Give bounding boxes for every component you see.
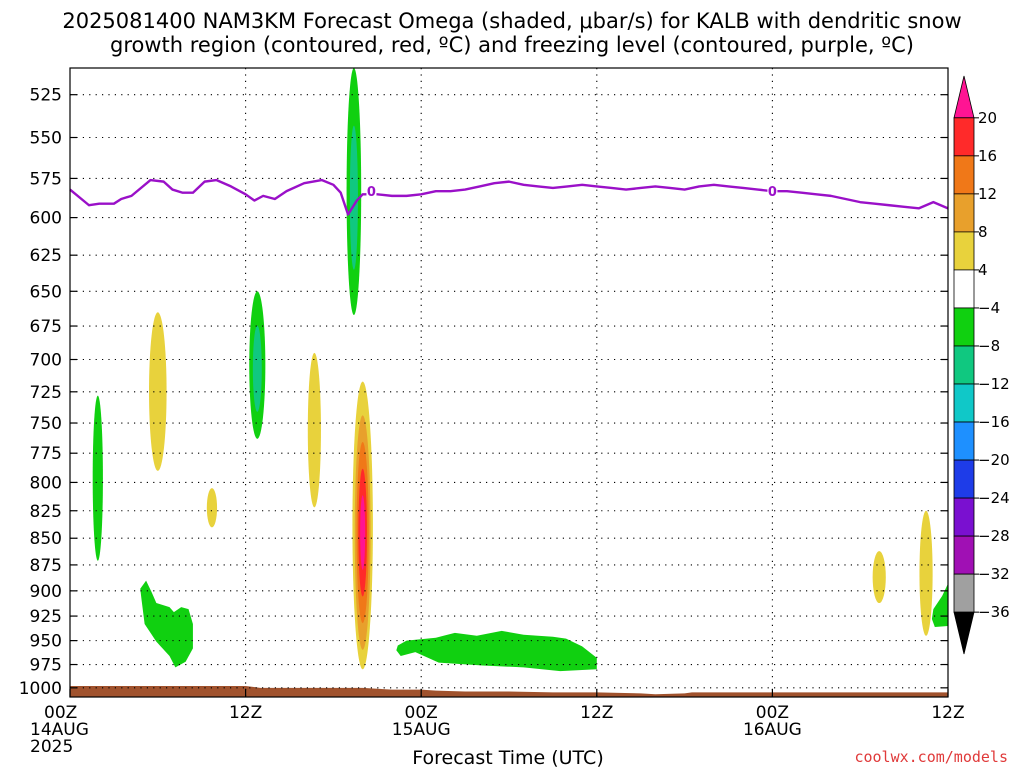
down-26z-blob-region xyxy=(396,630,597,672)
colorbar-segment xyxy=(953,497,975,537)
colorbar-tick-label: 4 xyxy=(978,261,988,279)
x-tick-label: 12Z xyxy=(229,703,262,723)
y-tick-label: 725 xyxy=(30,383,62,403)
y-tick-label: 775 xyxy=(30,444,62,464)
credit-link[interactable]: coolwx.com/models xyxy=(854,748,1008,766)
colorbar-segment xyxy=(953,535,975,575)
freezing-level-line xyxy=(69,178,949,216)
colorbar-tick-label: −32 xyxy=(978,565,1010,583)
down-19z-top-layer-1 xyxy=(349,125,358,270)
x-tick-label: 00Z xyxy=(405,703,438,723)
y-tick-label: 950 xyxy=(30,632,62,652)
x-tick-label: 14AUG xyxy=(30,720,89,740)
down-13z-region xyxy=(249,291,266,439)
colorbar-segment xyxy=(953,459,975,499)
up-58z-layer-0 xyxy=(919,510,933,636)
up-55z-layer-0 xyxy=(872,551,886,604)
colorbar-segment xyxy=(953,193,975,233)
y-tick-label: 675 xyxy=(30,317,62,337)
plot-frame xyxy=(69,67,949,698)
colorbar-segment xyxy=(953,231,975,271)
colorbar-bottom-triangle xyxy=(953,611,975,655)
y-tick-label: 1000 xyxy=(19,679,62,699)
up-55z-region xyxy=(872,551,886,604)
up-06z-region xyxy=(149,312,167,471)
down-02z-region xyxy=(92,395,103,561)
terrain-fill xyxy=(70,685,948,697)
colorbar-segment xyxy=(953,307,975,347)
colorbar-segment xyxy=(953,383,975,423)
freezing-level-label: 0 xyxy=(367,185,376,200)
up-00z-15aug-layer-4 xyxy=(360,495,366,570)
y-tick-label: 825 xyxy=(30,502,62,522)
y-tick-label: 975 xyxy=(30,656,62,676)
colorbar-segment xyxy=(953,117,975,157)
colorbar-segment xyxy=(953,421,975,461)
freezing-level-label-bg-0 xyxy=(366,182,377,199)
grid-layer xyxy=(70,68,948,697)
down-02z-layer-0 xyxy=(92,395,103,561)
colorbar-tick-label: −28 xyxy=(978,527,1010,545)
up-09z-layer-0 xyxy=(307,352,321,508)
y-tick-label: 525 xyxy=(30,86,62,106)
y-tick-label: 750 xyxy=(30,414,62,434)
x-tick-label: 16AUG xyxy=(743,720,802,740)
colorbar-tick-label: −8 xyxy=(978,337,1000,355)
x-axis-label: Forecast Time (UTC) xyxy=(412,747,603,768)
y-axis-pressure: 525 550 575 600 625 650 675 700 725 750 775 800 825 8… xyxy=(19,86,948,699)
freezing-level-label: 0 xyxy=(768,185,777,200)
up-10z-small-layer-0 xyxy=(206,488,218,528)
y-tick-label: 625 xyxy=(30,246,62,266)
colorbar-tick-label: −12 xyxy=(978,375,1010,393)
x-tick-label: 00Z xyxy=(756,703,789,723)
x-tick-label: 12Z xyxy=(580,703,613,723)
colorbar-tick-label: −20 xyxy=(978,451,1010,469)
colorbar-tick-label: 12 xyxy=(978,185,997,203)
y-tick-label: 800 xyxy=(30,473,62,493)
down-19z-top-region xyxy=(346,68,362,316)
colorbar-segment xyxy=(953,345,975,385)
colorbar-tick-label: −4 xyxy=(978,299,1000,317)
up-10z-small-region xyxy=(206,488,218,528)
x-tick-label: 15AUG xyxy=(392,720,451,740)
y-tick-label: 925 xyxy=(30,607,62,627)
colorbar-tick-label: 8 xyxy=(978,223,988,241)
colorbar-segment xyxy=(953,269,975,309)
up-06z-layer-0 xyxy=(149,312,167,471)
colorbar-tick-label: −36 xyxy=(978,603,1010,621)
y-tick-label: 700 xyxy=(30,351,62,371)
omega-shading-layer xyxy=(70,68,948,697)
up-09z-region xyxy=(307,352,321,508)
chart-title-line2: growth region (contoured, red, ºC) and f… xyxy=(110,33,914,57)
colorbar-top-triangle xyxy=(953,75,975,119)
y-tick-label: 600 xyxy=(30,209,62,229)
y-tick-label: 900 xyxy=(30,582,62,602)
up-00z-15aug-region xyxy=(352,381,373,670)
down-13z-layer-1 xyxy=(252,325,262,412)
y-tick-label: 550 xyxy=(30,129,62,149)
freezing-level-label-bg-1 xyxy=(767,182,778,199)
x-tick-label: 12Z xyxy=(931,703,964,723)
y-tick-label: 650 xyxy=(30,282,62,302)
chart-title-line1: 2025081400 NAM3KM Forecast Omega (shaded… xyxy=(62,9,961,33)
y-tick-label: 875 xyxy=(30,556,62,576)
y-tick-label: 575 xyxy=(30,169,62,189)
x-tick-label: 00Z xyxy=(44,703,77,723)
x-tick-label: 2025 xyxy=(30,737,73,757)
colorbar-tick-label: 16 xyxy=(978,147,997,165)
colorbar-segment xyxy=(953,155,975,195)
y-tick-label: 850 xyxy=(30,529,62,549)
up-58z-region xyxy=(919,510,933,636)
colorbar-segment xyxy=(953,573,975,613)
omega-colorbar: 20 16 12 8 4 −4 −8 −12 −16 −20 −24 −28 −32 −36 xyxy=(953,75,1010,655)
down-60z-edge-region xyxy=(931,583,948,627)
down-05z-blob-region xyxy=(140,580,193,668)
colorbar-tick-label: −24 xyxy=(978,489,1010,507)
colorbar-tick-label: −16 xyxy=(978,413,1010,431)
colorbar-tick-label: 20 xyxy=(978,109,997,127)
